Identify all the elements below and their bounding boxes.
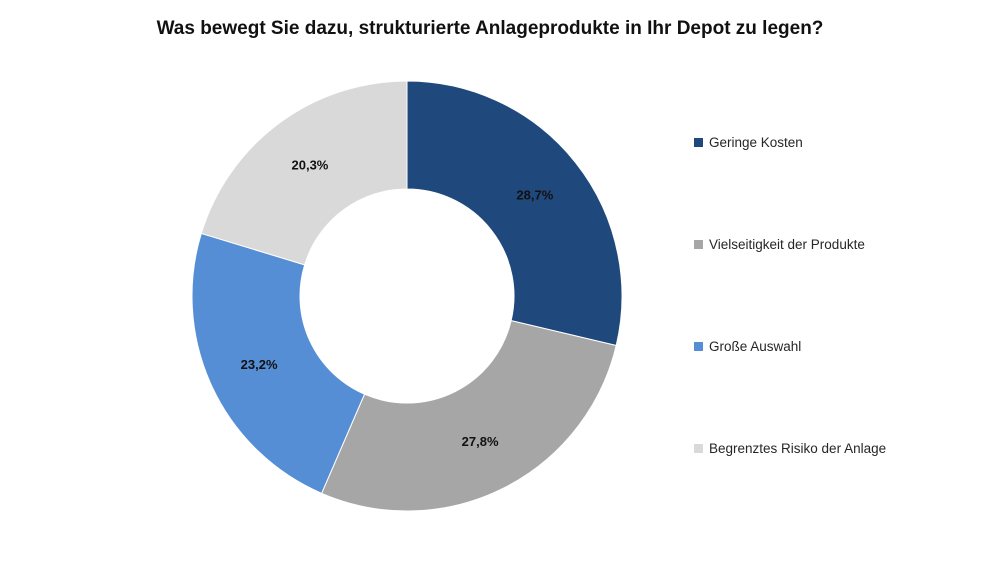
legend-label: Begrenztes Risiko der Anlage: [709, 440, 887, 456]
donut-slice-4: [200, 80, 408, 266]
donut-slice-2: [320, 320, 617, 512]
slice-data-label-1: 28,7%: [516, 187, 553, 202]
slice-data-label-2: 27,8%: [462, 434, 499, 449]
legend-item-3: Große Auswahl: [694, 336, 801, 356]
legend-item-1: Geringe Kosten: [694, 132, 803, 152]
slice-data-label-3: 23,2%: [241, 357, 278, 372]
legend-item-2: Vielseitigkeit der Produkte: [694, 234, 865, 254]
legend-swatch: [694, 137, 703, 147]
donut-slice-1: [406, 80, 623, 347]
legend-label: Große Auswahl: [709, 338, 802, 354]
legend-label: Geringe Kosten: [709, 134, 803, 150]
legend-swatch: [694, 239, 703, 249]
legend-label: Vielseitigkeit der Produkte: [709, 236, 865, 252]
chart-title: Was bewegt Sie dazu, strukturierte Anlag…: [156, 18, 824, 39]
legend-item-4: Begrenztes Risiko der Anlage: [694, 438, 886, 458]
slice-data-label-4: 20,3%: [292, 158, 329, 173]
donut-slice-3: [191, 232, 366, 494]
legend-swatch: [694, 341, 703, 351]
legend-swatch: [694, 443, 703, 453]
